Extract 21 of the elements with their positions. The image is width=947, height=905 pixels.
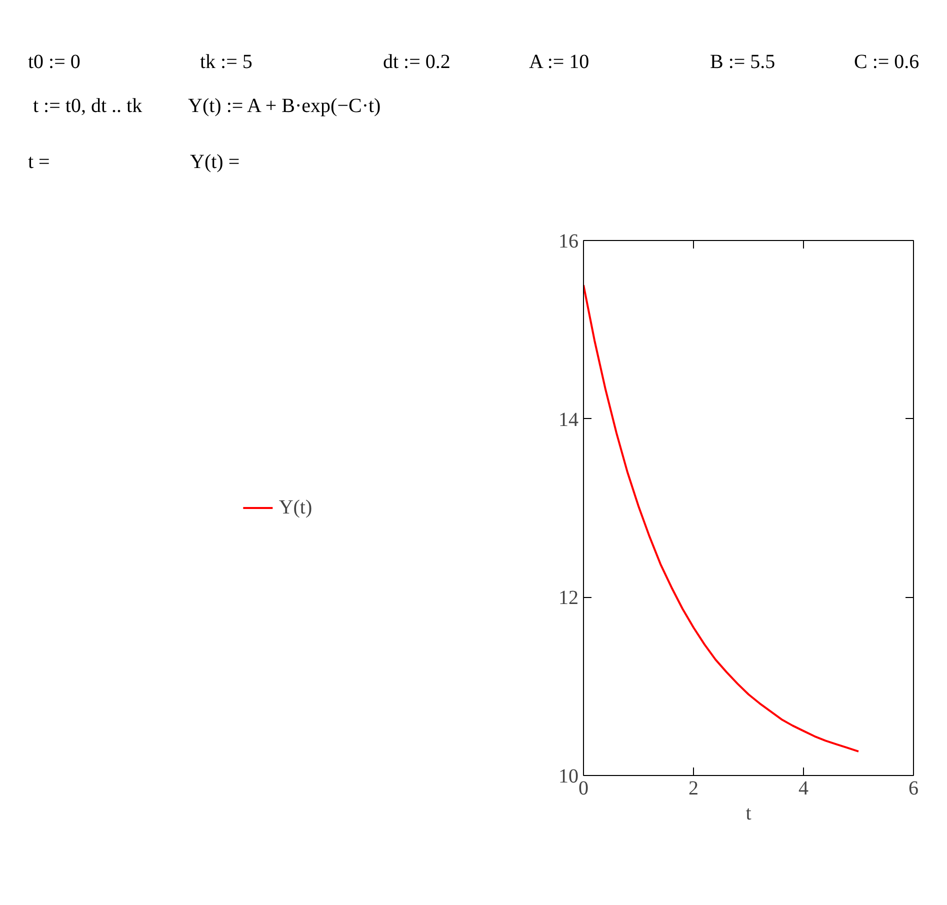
legend-label: Y(t)	[278, 496, 312, 519]
text: dt := 0.2	[383, 50, 450, 75]
line-series	[584, 284, 860, 752]
text: Y(t) := A + B·exp(−C·t)	[188, 94, 381, 119]
x-tick-label: 6	[908, 778, 918, 800]
text: Y(t) =	[190, 150, 240, 175]
text: tk := 5	[200, 50, 252, 75]
y-tick-label: 10	[558, 766, 578, 788]
x-axis-title: t	[746, 802, 752, 824]
y-tick-label: 16	[558, 230, 578, 252]
x-tick-label: 4	[798, 778, 808, 800]
text: t := t0, dt .. tk	[33, 94, 142, 119]
x-tick-label: 2	[688, 778, 698, 800]
x-tick-label: 0	[578, 778, 588, 800]
text: t =	[28, 150, 50, 175]
text: B := 5.5	[710, 50, 776, 75]
y-tick-label: 14	[558, 408, 578, 431]
text: C := 0.6	[854, 50, 920, 75]
y-tick-label: 12	[558, 587, 578, 610]
text: t0 := 0	[28, 50, 80, 75]
text: A := 10	[529, 50, 590, 75]
